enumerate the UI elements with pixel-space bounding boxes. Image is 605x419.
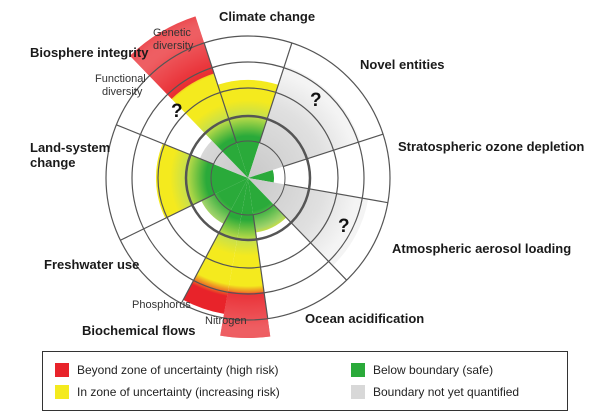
spoke-line xyxy=(252,214,269,319)
wedge-ocean-acidification xyxy=(248,178,287,233)
legend-item-not-quantified: Boundary not yet quantified xyxy=(351,384,519,400)
label-biosphere-integrity: Biosphere integrity xyxy=(30,45,149,60)
wedge-functional-diversity xyxy=(199,140,248,178)
label-ocean-acidification: Ocean acidification xyxy=(305,311,424,326)
label-land-system-2: change xyxy=(30,155,76,170)
spoke-line xyxy=(258,42,293,143)
legend-swatch-yellow xyxy=(55,385,69,399)
legend-swatch-green xyxy=(351,363,365,377)
label-aerosol-loading: Atmospheric aerosol loading xyxy=(392,241,571,256)
label-novel-entities: Novel entities xyxy=(360,57,445,72)
label-ozone-depletion: Stratospheric ozone depletion xyxy=(398,139,584,154)
unknown-functional-diversity: ? xyxy=(171,101,183,122)
label-phosphorus: Phosphorus xyxy=(132,299,191,311)
spoke-line xyxy=(273,204,348,281)
legend-item-safe: Below boundary (safe) xyxy=(351,362,493,378)
label-nitrogen: Nitrogen xyxy=(205,315,247,327)
spoke-line xyxy=(180,210,232,304)
legend-label-safe: Below boundary (safe) xyxy=(373,363,494,377)
legend-item-high-risk: Beyond zone of uncertainty (high risk) xyxy=(55,362,278,378)
unknown-novel-entities: ? xyxy=(310,90,322,111)
planetary-boundaries-diagram: Climate change Novel entities Stratosphe… xyxy=(30,9,584,338)
wedge-climate-change xyxy=(217,80,279,178)
label-biochemical-flows: Biochemical flows xyxy=(82,323,195,338)
spoke-line xyxy=(116,124,214,165)
legend-swatch-grey xyxy=(351,385,365,399)
wedge-ozone-depletion xyxy=(248,169,275,183)
wedge-novel-entities xyxy=(248,65,361,178)
legend-label-high-risk: Beyond zone of uncertainty (high risk) xyxy=(77,363,279,377)
spoke-line xyxy=(120,193,216,241)
legend-label-increasing-risk: In zone of uncertainty (increasing risk) xyxy=(77,385,280,399)
legend-label-not-quantified: Boundary not yet quantified xyxy=(373,385,520,399)
label-genetic-diversity-2: diversity xyxy=(153,40,194,52)
unknown-aerosol-loading: ? xyxy=(338,216,350,237)
grid-ring-inner xyxy=(210,140,286,216)
grid-ring-mid xyxy=(157,87,339,269)
wedge-phosphorus xyxy=(183,178,248,314)
legend-swatch-red xyxy=(55,363,69,377)
grid-ring-outer-2 xyxy=(105,35,391,321)
wedge-tip-fade xyxy=(220,291,271,338)
spoke-line xyxy=(283,133,384,168)
label-functional-diversity-2: diversity xyxy=(102,86,143,98)
wedge-land-system-change xyxy=(155,143,248,219)
spoke-line xyxy=(203,42,238,143)
label-freshwater-use: Freshwater use xyxy=(44,257,139,272)
legend-item-increasing-risk: In zone of uncertainty (increasing risk) xyxy=(55,384,280,400)
grid-ring-outer-1 xyxy=(131,61,365,295)
label-functional-diversity-1: Functional xyxy=(95,73,146,85)
spoke-line xyxy=(284,183,388,204)
label-genetic-diversity-1: Genetic xyxy=(153,27,191,39)
wedge-freshwater-use xyxy=(201,178,248,224)
legend: Beyond zone of uncertainty (high risk) I… xyxy=(42,351,568,411)
label-land-system-1: Land-system xyxy=(30,140,110,155)
label-climate-change: Climate change xyxy=(219,9,315,24)
boundary-ring xyxy=(184,114,312,242)
